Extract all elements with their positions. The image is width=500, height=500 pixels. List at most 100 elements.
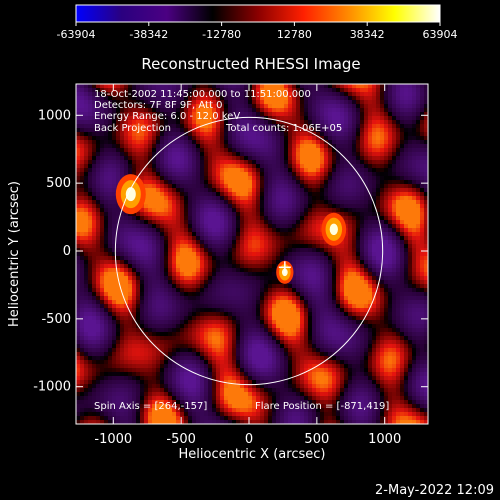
heat-cell (108, 116, 112, 120)
heat-cell (180, 216, 184, 220)
heat-cell (420, 128, 424, 132)
heat-cell (184, 280, 188, 284)
heat-cell (120, 112, 124, 116)
heat-cell (236, 140, 240, 144)
heat-cell (156, 264, 160, 268)
heat-cell (292, 140, 296, 144)
heat-cell (380, 180, 384, 184)
heat-cell (296, 116, 300, 120)
heat-cell (164, 136, 168, 140)
heat-cell (244, 96, 248, 100)
heat-cell (124, 284, 128, 288)
heat-cell (204, 100, 208, 104)
heat-cell (196, 116, 200, 120)
heat-cell (152, 256, 156, 260)
heat-cell (184, 120, 188, 124)
heat-cell (240, 164, 244, 168)
heat-cell (388, 208, 392, 212)
heat-cell (188, 140, 192, 144)
heat-cell (260, 160, 264, 164)
heat-cell (172, 176, 176, 180)
heat-cell (228, 264, 232, 268)
heat-cell (328, 120, 332, 124)
heat-cell (320, 212, 324, 216)
heat-cell (400, 156, 404, 160)
heat-cell (324, 136, 328, 140)
heat-cell (400, 260, 404, 264)
heat-cell (244, 216, 248, 220)
heat-cell (248, 260, 252, 264)
heat-cell (188, 152, 192, 156)
heat-cell (252, 168, 256, 172)
heat-cell (392, 288, 396, 292)
heat-cell (152, 180, 156, 184)
heat-cell (412, 156, 416, 160)
heat-cell (184, 184, 188, 188)
heat-cell (180, 244, 184, 248)
heat-cell (144, 88, 148, 92)
heat-cell (120, 240, 124, 244)
heat-cell (156, 208, 160, 212)
heat-cell (344, 196, 348, 200)
heat-cell (360, 116, 364, 120)
heat-cell (164, 124, 168, 128)
heat-cell (128, 288, 132, 292)
heat-cell (416, 248, 420, 252)
heat-cell (240, 96, 244, 100)
heat-cell (348, 220, 352, 224)
heat-cell (156, 228, 160, 232)
heat-cell (272, 212, 276, 216)
heat-cell (404, 272, 408, 276)
heat-cell (104, 200, 108, 204)
heat-cell (232, 212, 236, 216)
heat-cell (176, 192, 180, 196)
heat-cell (324, 260, 328, 264)
heat-cell (304, 108, 308, 112)
heat-cell (224, 240, 228, 244)
heat-cell (368, 228, 372, 232)
heat-cell (368, 104, 372, 108)
heat-cell (76, 172, 80, 176)
heat-cell (368, 120, 372, 124)
heat-cell (304, 156, 308, 160)
heat-cell (356, 160, 360, 164)
heat-cell (228, 140, 232, 144)
heat-cell (188, 132, 192, 136)
heat-cell (104, 204, 108, 208)
heat-cell (392, 168, 396, 172)
heat-cell (420, 156, 424, 160)
heat-cell (76, 148, 80, 152)
heat-cell (224, 96, 228, 100)
heat-cell (356, 100, 360, 104)
heat-cell (180, 176, 184, 180)
heat-cell (172, 116, 176, 120)
heat-cell (216, 100, 220, 104)
heat-cell (408, 292, 412, 296)
heat-cell (240, 128, 244, 132)
heat-cell (120, 236, 124, 240)
heat-cell (348, 152, 352, 156)
heat-cell (296, 144, 300, 148)
heat-cell (340, 280, 344, 284)
heat-cell (304, 236, 308, 240)
heat-cell (356, 120, 360, 124)
heat-cell (228, 132, 232, 136)
heat-cell (364, 196, 368, 200)
heat-cell (340, 92, 344, 96)
heat-cell (368, 144, 372, 148)
heat-cell (156, 148, 160, 152)
heat-cell (404, 260, 408, 264)
heat-cell (380, 228, 384, 232)
heat-cell (400, 96, 404, 100)
heat-cell (352, 136, 356, 140)
heat-cell (412, 296, 416, 300)
heat-cell (252, 232, 256, 236)
heat-cell (180, 292, 184, 296)
heat-cell (300, 92, 304, 96)
heat-cell (164, 300, 168, 304)
heat-cell (292, 276, 296, 280)
heat-cell (252, 164, 256, 168)
heat-cell (144, 268, 148, 272)
heat-cell (120, 304, 124, 308)
heat-cell (76, 204, 80, 208)
